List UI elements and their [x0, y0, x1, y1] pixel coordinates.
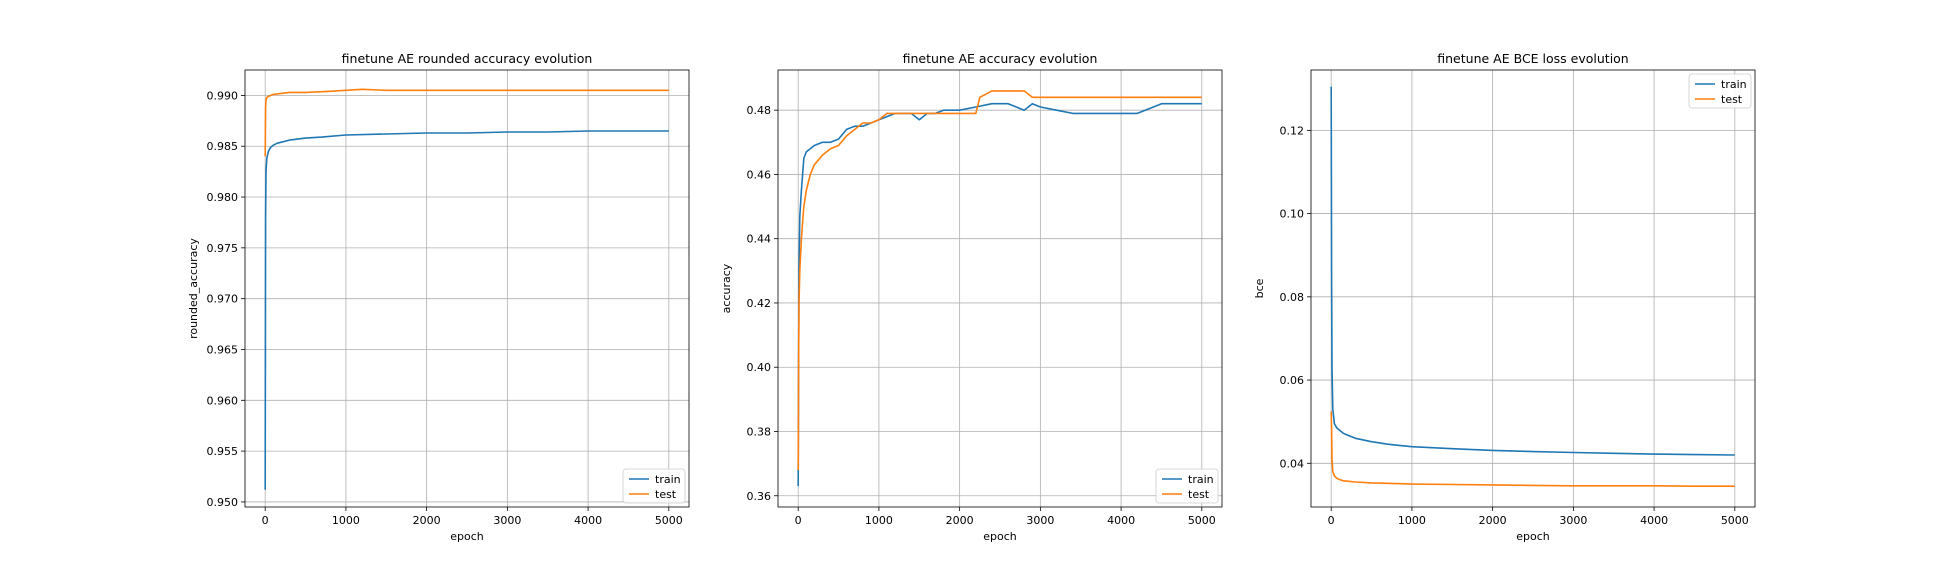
y-tick-label: 0.38	[747, 425, 772, 438]
legend: train test	[622, 468, 686, 504]
chart-panel-1: 0 1000 2000 3000 4000 5000 0.950 0.955 0.960 0.96…	[187, 51, 690, 543]
x-axis-label: epoch	[450, 530, 484, 543]
x-tick-label: 0	[795, 514, 802, 527]
y-tick-label: 0.08	[1280, 291, 1305, 304]
x-tick-label: 3000	[493, 514, 521, 527]
y-tick-label: 0.06	[1280, 374, 1305, 387]
series-line-test	[264, 88, 669, 157]
x-tick-label: 0	[1328, 514, 1335, 527]
y-tick-label: 0.42	[747, 297, 772, 310]
y-tick-label: 0.980	[207, 191, 239, 204]
x-tick-label: 5000	[1188, 514, 1216, 527]
x-tick-label: 0	[262, 514, 269, 527]
axes-frame	[244, 69, 690, 508]
y-tick-label: 0.12	[1280, 124, 1305, 137]
chart-title: finetune AE BCE loss evolution	[1437, 51, 1628, 66]
legend-label-train: train	[1188, 473, 1214, 486]
series-line-train	[1330, 86, 1735, 456]
y-tick-label: 0.990	[207, 89, 239, 102]
x-axis-label: epoch	[1516, 530, 1550, 543]
y-tick-label: 0.975	[207, 242, 239, 255]
legend-label-test: test	[1188, 488, 1210, 501]
x-tick-label: 1000	[865, 514, 893, 527]
y-tick-label: 0.44	[747, 233, 772, 246]
y-tick-label: 0.04	[1280, 457, 1305, 470]
legend-label-train: train	[655, 473, 681, 486]
axes-frame	[777, 69, 1223, 508]
y-tick-label: 0.950	[207, 496, 239, 509]
y-tick-label: 0.46	[747, 168, 772, 181]
y-axis-label: rounded_accuracy	[187, 238, 200, 339]
series-line-test	[1330, 411, 1735, 488]
x-tick-label: 4000	[574, 514, 602, 527]
series-line-train	[264, 130, 669, 490]
x-tick-label: 1000	[1398, 514, 1426, 527]
series-line-train	[797, 102, 1202, 487]
y-axis-label: bce	[1253, 278, 1266, 298]
y-tick-label: 0.10	[1280, 208, 1305, 221]
x-tick-label: 2000	[946, 514, 974, 527]
y-tick-label: 0.955	[207, 445, 239, 458]
x-tick-label: 5000	[1721, 514, 1749, 527]
x-tick-label: 4000	[1107, 514, 1135, 527]
legend-label-test: test	[655, 488, 677, 501]
chart-title: finetune AE accuracy evolution	[903, 51, 1098, 66]
legend: train test	[1155, 468, 1219, 504]
x-tick-label: 5000	[655, 514, 683, 527]
y-tick-label: 0.970	[207, 293, 239, 306]
legend-label-train: train	[1721, 78, 1747, 91]
axes-frame	[1310, 69, 1756, 508]
x-tick-label: 3000	[1026, 514, 1054, 527]
x-tick-label: 2000	[1479, 514, 1507, 527]
y-tick-label: 0.40	[747, 361, 772, 374]
x-tick-label: 2000	[413, 514, 441, 527]
chart-panel-3: 0 1000 2000 3000 4000 5000 0.04 0.06 0.08 0.10 0.1…	[1253, 51, 1756, 543]
y-tick-label: 0.965	[207, 343, 239, 356]
x-axis-label: epoch	[983, 530, 1017, 543]
y-axis-label: accuracy	[720, 263, 733, 313]
chart-panel-2: 0 1000 2000 3000 4000 5000 0.36 0.38 0.40 0.42 0.4…	[720, 51, 1223, 543]
y-tick-label: 0.960	[207, 394, 239, 407]
legend: train test	[1688, 73, 1752, 109]
y-tick-label: 0.48	[747, 104, 772, 117]
y-tick-label: 0.985	[207, 140, 239, 153]
legend-label-test: test	[1721, 93, 1743, 106]
chart-title: finetune AE rounded accuracy evolution	[342, 51, 593, 66]
x-tick-label: 1000	[332, 514, 360, 527]
y-tick-label: 0.36	[747, 490, 772, 503]
x-tick-label: 4000	[1640, 514, 1668, 527]
series-line-test	[797, 90, 1202, 471]
x-tick-label: 3000	[1559, 514, 1587, 527]
